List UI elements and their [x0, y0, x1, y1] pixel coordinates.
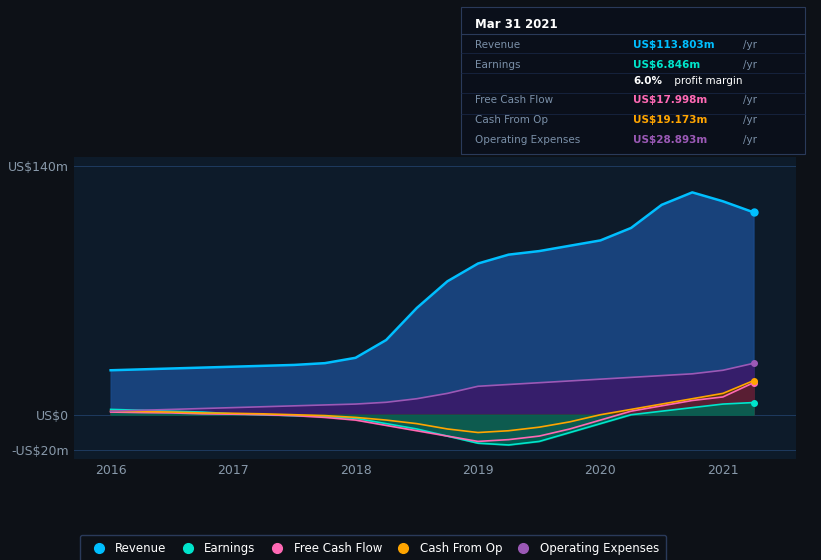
Text: /yr: /yr — [743, 59, 757, 69]
Text: Free Cash Flow: Free Cash Flow — [475, 95, 553, 105]
Text: Cash From Op: Cash From Op — [475, 115, 548, 125]
Text: profit margin: profit margin — [671, 76, 742, 86]
Text: US$28.893m: US$28.893m — [633, 135, 707, 145]
Legend: Revenue, Earnings, Free Cash Flow, Cash From Op, Operating Expenses: Revenue, Earnings, Free Cash Flow, Cash … — [80, 535, 667, 560]
Text: Revenue: Revenue — [475, 40, 521, 50]
Text: Earnings: Earnings — [475, 59, 521, 69]
Text: US$19.173m: US$19.173m — [633, 115, 708, 125]
Text: US$113.803m: US$113.803m — [633, 40, 714, 50]
Text: /yr: /yr — [743, 95, 757, 105]
Text: US$6.846m: US$6.846m — [633, 59, 700, 69]
Text: Operating Expenses: Operating Expenses — [475, 135, 580, 145]
Text: Mar 31 2021: Mar 31 2021 — [475, 18, 557, 31]
Text: US$17.998m: US$17.998m — [633, 95, 707, 105]
Text: /yr: /yr — [743, 115, 757, 125]
Text: /yr: /yr — [743, 40, 757, 50]
Text: /yr: /yr — [743, 135, 757, 145]
Text: 6.0%: 6.0% — [633, 76, 662, 86]
